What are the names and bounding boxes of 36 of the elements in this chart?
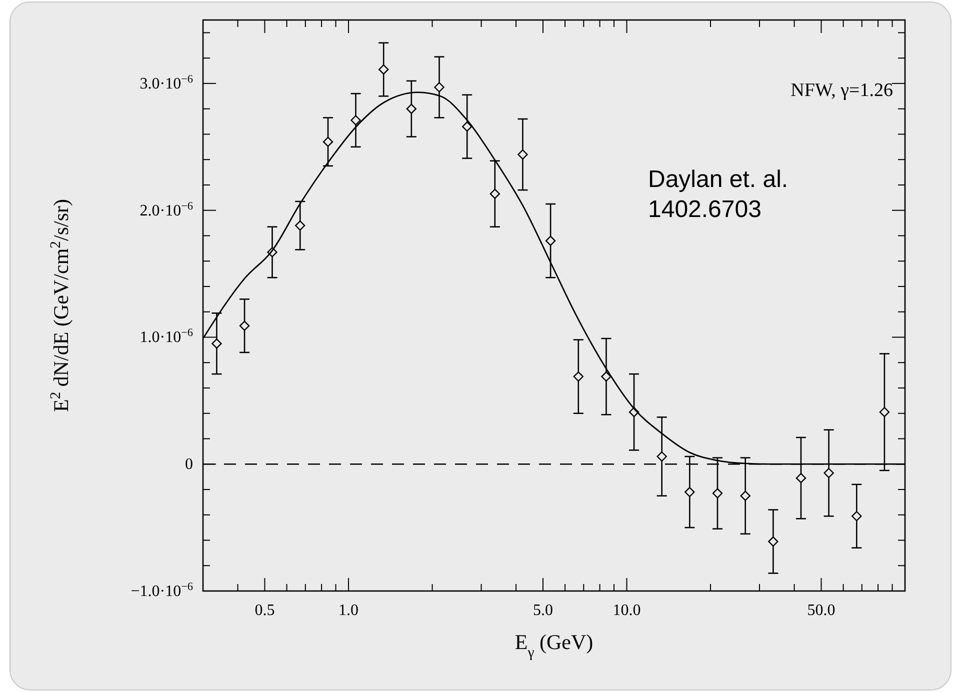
x-tick-label: 0.5 — [254, 602, 275, 619]
point — [434, 82, 444, 92]
x-tick-label: 50.0 — [807, 602, 836, 619]
point — [656, 451, 667, 462]
point — [406, 104, 416, 114]
point — [879, 406, 890, 418]
point — [824, 468, 834, 478]
x-tick-label: 5.0 — [532, 602, 553, 619]
point — [712, 488, 723, 498]
point — [573, 371, 584, 382]
point — [378, 64, 389, 75]
point — [239, 320, 250, 331]
y-tick-label: −1.0·10$^{−6}$ — [130, 581, 194, 600]
point — [350, 115, 361, 126]
point — [518, 149, 528, 160]
x-axis-title: E$_{γ}$ (GeV) — [514, 630, 594, 661]
y-tick-label: 1.0·10$^{−6}$ — [140, 327, 194, 346]
point — [295, 220, 306, 231]
point — [768, 536, 778, 547]
point — [545, 236, 556, 246]
point — [796, 472, 806, 484]
x-tick-label: 1.0 — [338, 602, 358, 619]
point — [740, 490, 750, 501]
y-tick-label: 0 — [185, 456, 193, 474]
point — [322, 136, 334, 147]
annotation: Daylan et. al. 1402.6703 — [648, 166, 788, 223]
annotation: NFW, γ=1.26 — [790, 80, 893, 101]
point — [684, 486, 695, 498]
point — [852, 511, 862, 522]
point — [490, 188, 500, 199]
point — [601, 371, 612, 382]
point — [462, 121, 472, 132]
y-tick-label: 3.0·10$^{−6}$ — [140, 73, 194, 92]
y-tick-label: 2.0·10$^{−6}$ — [140, 200, 194, 220]
x-tick-label: 10.0 — [612, 602, 641, 619]
point — [212, 338, 222, 349]
